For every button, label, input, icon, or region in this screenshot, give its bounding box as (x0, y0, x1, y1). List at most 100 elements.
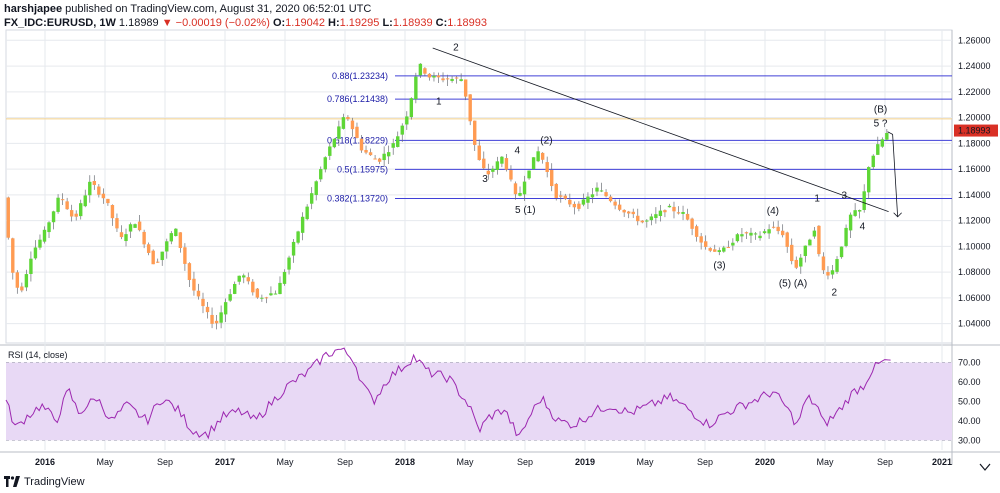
candle-body (74, 213, 78, 217)
close-label: C: (435, 17, 448, 29)
candle-body (319, 169, 323, 180)
candle-body (713, 249, 717, 252)
candle-body (309, 193, 314, 204)
author-name[interactable]: harshjapee (4, 3, 63, 15)
candle-body (33, 247, 38, 259)
tradingview-brand[interactable]: TradingView (24, 476, 85, 488)
candle-body (42, 229, 47, 242)
price-tick-label: 1.18000 (958, 138, 991, 148)
candle-body (228, 294, 232, 301)
candle-body (205, 306, 210, 313)
candle-body (672, 206, 676, 212)
candle-body (722, 247, 726, 252)
price-axis[interactable]: 1.26000 1.24000 1.22000 1.20000 1.18000 1.160… (958, 35, 991, 328)
candle-body (88, 181, 92, 196)
fib-levels: 0.88(1.23234) 0.786(1.21438) 0.618(1.18229… (6, 71, 952, 203)
publish-text: published on TradingView.com, August 31,… (65, 3, 372, 15)
candle-body (767, 229, 771, 234)
candle-body (654, 214, 658, 218)
candle-body (368, 152, 373, 156)
time-tick-label: 2017 (215, 457, 235, 467)
candle-body (47, 222, 51, 233)
candle-body (817, 225, 821, 255)
candle-body (626, 211, 631, 214)
candle-body (69, 210, 74, 217)
candle-body (536, 151, 540, 162)
candle-body (65, 201, 69, 210)
wave-label: (4) (767, 206, 779, 217)
time-axis[interactable]: 2016 May Sep 2017 May Sep 2018 May Sep 2019 May Sep… (35, 457, 952, 467)
time-tick-label: 2021 (932, 457, 952, 467)
price-tick-label: 1.14000 (958, 190, 991, 200)
candle-body (83, 195, 87, 207)
candle-body (151, 250, 155, 265)
candle-body (717, 250, 721, 253)
candle-body (599, 190, 604, 192)
candle-body (260, 297, 264, 299)
candle-body (350, 120, 355, 130)
candle-body (454, 77, 459, 79)
price-tick-label: 1.16000 (958, 164, 991, 174)
rsi-band (6, 362, 952, 441)
candle-body (364, 149, 368, 153)
candle-body (468, 94, 472, 122)
price-tick-label: 1.24000 (958, 61, 991, 71)
candle-body (667, 205, 672, 208)
rsi-axis[interactable]: 70.00 60.00 50.00 40.00 30.00 (958, 358, 981, 446)
time-tick-label: Sep (517, 457, 533, 467)
candle-body (848, 214, 853, 231)
candle-body (291, 241, 296, 256)
candle-body (776, 226, 780, 232)
candle-body (463, 79, 468, 97)
candle-body (56, 197, 60, 212)
candle-body (473, 120, 477, 145)
candle-body (92, 181, 97, 185)
tradingview-logo-icon[interactable] (4, 476, 20, 488)
candle-body (165, 241, 169, 252)
candle-body (758, 235, 762, 239)
projection-path[interactable] (887, 131, 899, 217)
candle-body (531, 157, 536, 170)
candle-body (196, 290, 201, 297)
symbol-label: FX_IDC:EURUSD, 1W (4, 17, 116, 29)
trendline[interactable] (432, 47, 889, 212)
publish-info: harshjapee published on TradingView.com,… (4, 2, 994, 16)
candle-body (11, 238, 15, 273)
candle-body (586, 196, 590, 203)
candle-body (572, 203, 577, 208)
candle-body (156, 261, 160, 263)
time-tick-label: May (456, 457, 474, 467)
candle-body (803, 245, 808, 257)
candle-body (323, 157, 327, 170)
rsi-tick-label: 50.00 (958, 396, 981, 406)
candle-body (867, 167, 871, 193)
candle-body (174, 228, 178, 237)
fib-label: 0.5(1.15975) (337, 164, 388, 174)
candle-body (219, 312, 223, 323)
candle-body (214, 320, 219, 324)
wave-label: (B) (874, 104, 887, 115)
candle-body (314, 181, 318, 195)
time-tick-label: Sep (157, 457, 173, 467)
time-tick-label: Sep (877, 457, 893, 467)
candle-body (133, 224, 137, 228)
candle-body (568, 199, 572, 205)
candle-body (264, 297, 269, 299)
scroll-arrow-icon[interactable] (979, 463, 991, 471)
candle-body (115, 218, 119, 229)
candle-body (192, 278, 196, 291)
candle-body (477, 145, 481, 161)
candle-body (251, 281, 255, 293)
candle-body (386, 152, 391, 157)
candle-body (518, 192, 522, 196)
footer: TradingView (4, 474, 85, 490)
candle-body (853, 210, 857, 216)
candle-body (296, 231, 300, 243)
candle-body (703, 241, 708, 247)
candle-body (636, 215, 640, 222)
candle-body (20, 286, 24, 291)
wave-label: 2 (453, 43, 459, 54)
wave-label: (5) (A) (779, 278, 807, 289)
price-tick-label: 1.10000 (958, 241, 991, 251)
